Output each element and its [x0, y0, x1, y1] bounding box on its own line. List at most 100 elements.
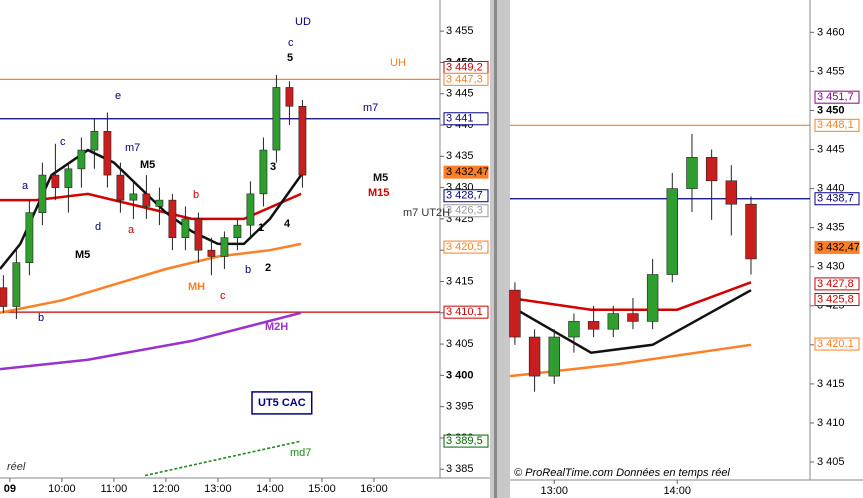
candle-body	[220, 237, 229, 257]
candle-body	[548, 336, 560, 377]
candle-body	[181, 218, 190, 238]
indicator-line	[509, 289, 752, 354]
level-label: 3 427,8	[817, 278, 854, 290]
candle-body	[12, 262, 21, 307]
level-label: 3 432,47	[817, 241, 860, 253]
x-tick-label: 13:00	[204, 483, 232, 495]
candle-body	[627, 313, 639, 322]
y-tick-label: 3 400	[446, 369, 474, 381]
level-box	[443, 204, 489, 218]
annotation: a	[128, 224, 135, 236]
candle-body	[0, 287, 8, 307]
candle-body	[285, 87, 294, 107]
y-tick-label: 3 405	[446, 338, 474, 350]
series-label: md7	[290, 447, 311, 459]
annotation: b	[193, 189, 199, 201]
x-tick-label: 14:00	[663, 485, 691, 497]
level-label: 3 438,7	[817, 193, 854, 205]
y-tick-label: 3 435	[817, 222, 845, 234]
annotation: c	[60, 136, 66, 148]
candle-body	[246, 193, 255, 226]
candle-body	[568, 321, 580, 338]
candle-body	[528, 336, 541, 377]
y-tick-label: 3 445	[446, 88, 474, 100]
y-tick-label: 3 385	[446, 463, 474, 475]
candle-body	[51, 174, 60, 188]
candle-body	[587, 321, 600, 330]
annotation: c	[220, 290, 226, 302]
level-label: 3 432,47	[446, 166, 489, 178]
y-tick-label: 3 440	[817, 183, 845, 195]
level-label: 3 448,1	[817, 119, 854, 131]
y-tick-label: 3 405	[817, 456, 845, 468]
level-label: 3 441	[446, 113, 474, 125]
annotation: © ProRealTime.com Données en temps réel	[514, 467, 730, 479]
level-label: 3 410,1	[446, 306, 483, 318]
series-label: MH	[188, 281, 205, 293]
level-box	[814, 240, 860, 254]
splitter	[494, 0, 497, 498]
level-label: 3 451,7	[817, 91, 854, 103]
level-box	[443, 305, 489, 319]
y-tick-label: 3 450	[817, 104, 845, 116]
level-box	[814, 293, 860, 307]
candle-body	[168, 199, 177, 238]
indicator-line	[509, 343, 752, 378]
indicator-line	[0, 242, 302, 315]
indicator-line	[0, 148, 303, 270]
x-tick-label: 13:00	[540, 485, 568, 497]
indicator-line	[144, 440, 302, 477]
level-box	[443, 165, 489, 179]
candle-body	[77, 149, 86, 170]
candle-body	[607, 313, 619, 330]
level-box	[814, 90, 860, 104]
annotation: 3	[270, 161, 276, 173]
level-label: 3 420,5	[446, 241, 483, 253]
annotation: e	[115, 90, 121, 102]
y-tick-label: 3 435	[446, 150, 474, 162]
indicator-line	[0, 192, 302, 221]
candle-body	[207, 249, 216, 257]
candle-body	[155, 199, 164, 207]
candle-body	[233, 224, 242, 238]
candle-body	[298, 105, 307, 176]
level-box	[443, 72, 489, 86]
x-tick-label: 09	[4, 483, 16, 495]
y-tick-label: 3 460	[817, 26, 845, 38]
level-box	[814, 118, 860, 132]
level-box	[814, 192, 860, 206]
series-label: M2H	[265, 321, 288, 333]
annotation: M5	[75, 249, 90, 261]
y-tick-label: 3 410	[817, 417, 845, 429]
level-box	[443, 240, 489, 254]
level-label: 3 449,2	[446, 61, 483, 73]
x-tick-label: 10:00	[48, 483, 76, 495]
y-tick-label: 3 415	[817, 378, 845, 390]
candle-body	[745, 203, 757, 260]
indicator-line	[509, 281, 752, 311]
candle-body	[38, 174, 47, 213]
annotation: d	[95, 221, 101, 233]
x-tick-label: 16:00	[360, 483, 388, 495]
level-label: 3 425,8	[817, 293, 854, 305]
indicator-line	[0, 311, 302, 371]
annotation: c	[288, 37, 294, 49]
candle-body	[90, 130, 99, 151]
level-box	[443, 434, 489, 448]
x-tick-label: 11:00	[101, 483, 128, 495]
x-tick-label: 15:00	[308, 483, 336, 495]
candle-body	[103, 130, 112, 176]
level-label: 3 428,7	[446, 190, 483, 202]
candle-body	[194, 218, 203, 251]
y-tick-label: 3 415	[446, 275, 474, 287]
candle-body	[25, 212, 34, 264]
level-label: 3 389,5	[446, 435, 483, 447]
level-label: 3 420,1	[817, 338, 854, 350]
candle-body	[686, 157, 698, 189]
annotation-box	[251, 391, 313, 415]
annotation: UD	[295, 16, 311, 28]
annotation: réel	[7, 461, 26, 473]
level-box	[814, 337, 860, 351]
